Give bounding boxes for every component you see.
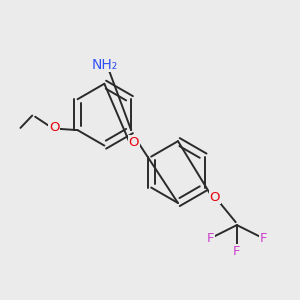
Text: F: F	[207, 232, 214, 245]
Text: F: F	[260, 232, 267, 245]
Text: O: O	[129, 136, 139, 149]
Text: O: O	[49, 122, 60, 134]
Text: NH₂: NH₂	[91, 58, 118, 72]
Text: F: F	[233, 245, 241, 258]
Text: O: O	[209, 190, 220, 204]
